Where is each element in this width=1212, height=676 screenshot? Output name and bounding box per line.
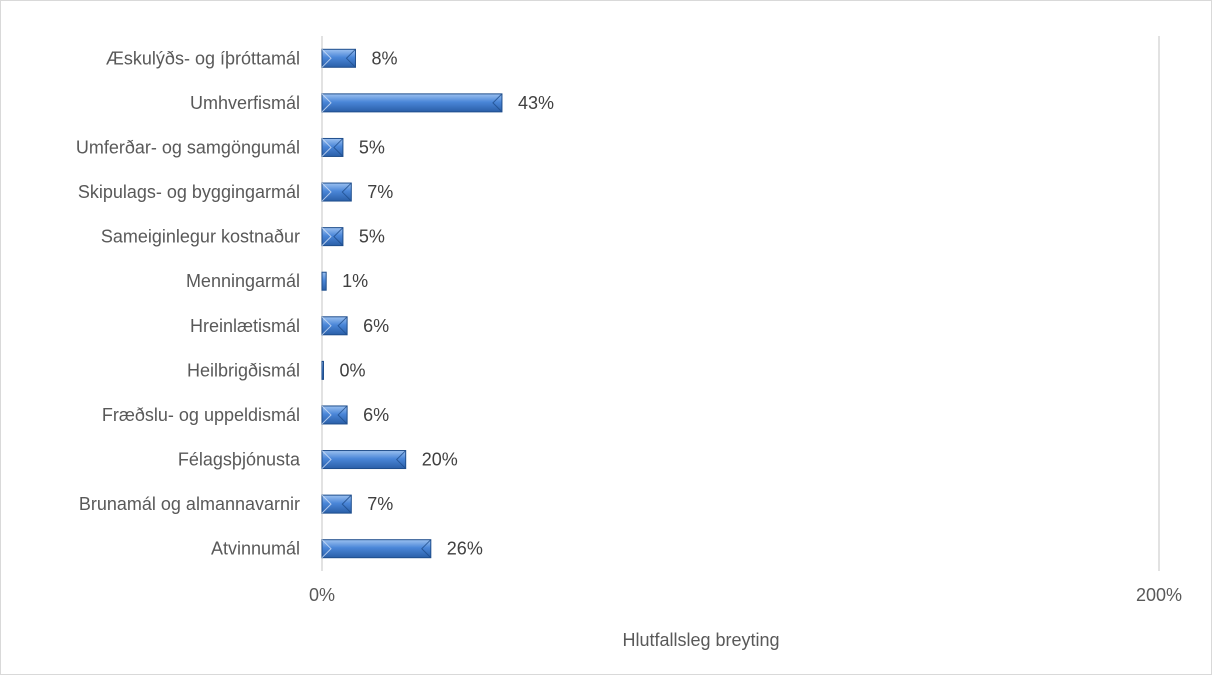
data-label-9: 20% (422, 450, 458, 470)
data-label-3: 7% (367, 182, 393, 202)
bar-bevel-right (345, 48, 356, 68)
data-label-6: 6% (363, 316, 389, 336)
bar-bevel-right (333, 227, 344, 246)
data-label-5: 1% (342, 271, 368, 291)
data-label-10: 7% (367, 494, 393, 514)
bar-11 (321, 539, 432, 559)
category-labels: Æskulýðs- og íþróttamál Umhverfismál Umfer… (76, 48, 301, 558)
bar-bevel-right (341, 494, 352, 514)
bar-rect (321, 494, 352, 514)
bar-bevel-left (321, 494, 332, 514)
bar-9 (321, 450, 407, 470)
bar-7 (321, 360, 324, 380)
bar-bevel-right (333, 138, 344, 157)
bar-rect (321, 539, 432, 559)
gridlines (321, 36, 1160, 571)
category-label-10: Brunamál og almannavarnir (79, 494, 300, 514)
bar-0 (321, 48, 356, 68)
bar-bevel-right (395, 450, 407, 469)
category-label-11: Atvinnumál (211, 539, 300, 559)
data-label-2: 5% (359, 137, 385, 157)
bar-bevel-left (321, 182, 332, 202)
bar-5 (321, 271, 327, 291)
data-label-11: 26% (447, 539, 483, 559)
bar-bevel-left (321, 405, 332, 425)
bar-rect (321, 93, 503, 113)
bar-rect (321, 137, 344, 157)
bars (321, 48, 503, 559)
bar-6 (321, 316, 348, 336)
x-tick-label-0: 0% (309, 585, 335, 605)
category-label-5: Menningarmál (186, 271, 300, 291)
bar-bevel-left (321, 227, 332, 246)
data-label-4: 5% (359, 227, 385, 247)
category-label-3: Skipulags- og byggingarmál (78, 182, 300, 202)
bar-bevel-right (341, 182, 352, 202)
bar-2 (321, 137, 344, 157)
bar-rect (321, 271, 327, 291)
bar-rect (321, 227, 344, 247)
bar-bevel-right (337, 405, 348, 425)
x-tick-labels: 0% 200% (309, 585, 1182, 605)
bar-rect (321, 316, 348, 336)
bar-10 (321, 494, 352, 514)
category-label-2: Umferðar- og samgöngumál (76, 137, 300, 157)
bar-rect (321, 405, 348, 425)
bar-bevel-right (421, 539, 432, 559)
bar-bevel-left (321, 539, 332, 559)
bar-rect (321, 48, 356, 68)
bar-bevel-right (337, 316, 348, 336)
bar-bevel-left (321, 138, 332, 157)
bar-bevel-left (321, 450, 332, 469)
bar-rect (321, 450, 407, 470)
category-label-9: Félagsþjónusta (178, 450, 301, 470)
x-tick-label-1: 200% (1136, 585, 1182, 605)
bar-bevel-left (321, 316, 332, 336)
data-label-8: 6% (363, 405, 389, 425)
category-label-7: Heilbrigðismál (187, 360, 300, 380)
bar-1 (321, 93, 503, 113)
category-label-1: Umhverfismál (190, 93, 300, 113)
bar-bevel-left (321, 48, 332, 68)
bar-8 (321, 405, 348, 425)
data-label-0: 8% (371, 48, 397, 68)
category-label-0: Æskulýðs- og íþróttamál (106, 48, 300, 68)
bar-3 (321, 182, 352, 202)
data-label-1: 43% (518, 93, 554, 113)
category-label-4: Sameiginlegur kostnaður (101, 227, 300, 247)
bar-bevel-right (492, 93, 503, 113)
bar-bevel-left (321, 93, 332, 113)
data-labels: 8% 43% 5% 7% 5% 1% 6% 0% 6% 20% 7% 26% (340, 48, 554, 558)
bar-rect (321, 182, 352, 202)
category-label-8: Fræðslu- og uppeldismál (102, 405, 300, 425)
x-axis-title: Hlutfallsleg breyting (622, 630, 779, 650)
data-label-7: 0% (340, 360, 366, 380)
bar-4 (321, 227, 344, 247)
bar-rect (321, 360, 324, 380)
category-label-6: Hreinlætismál (190, 316, 300, 336)
